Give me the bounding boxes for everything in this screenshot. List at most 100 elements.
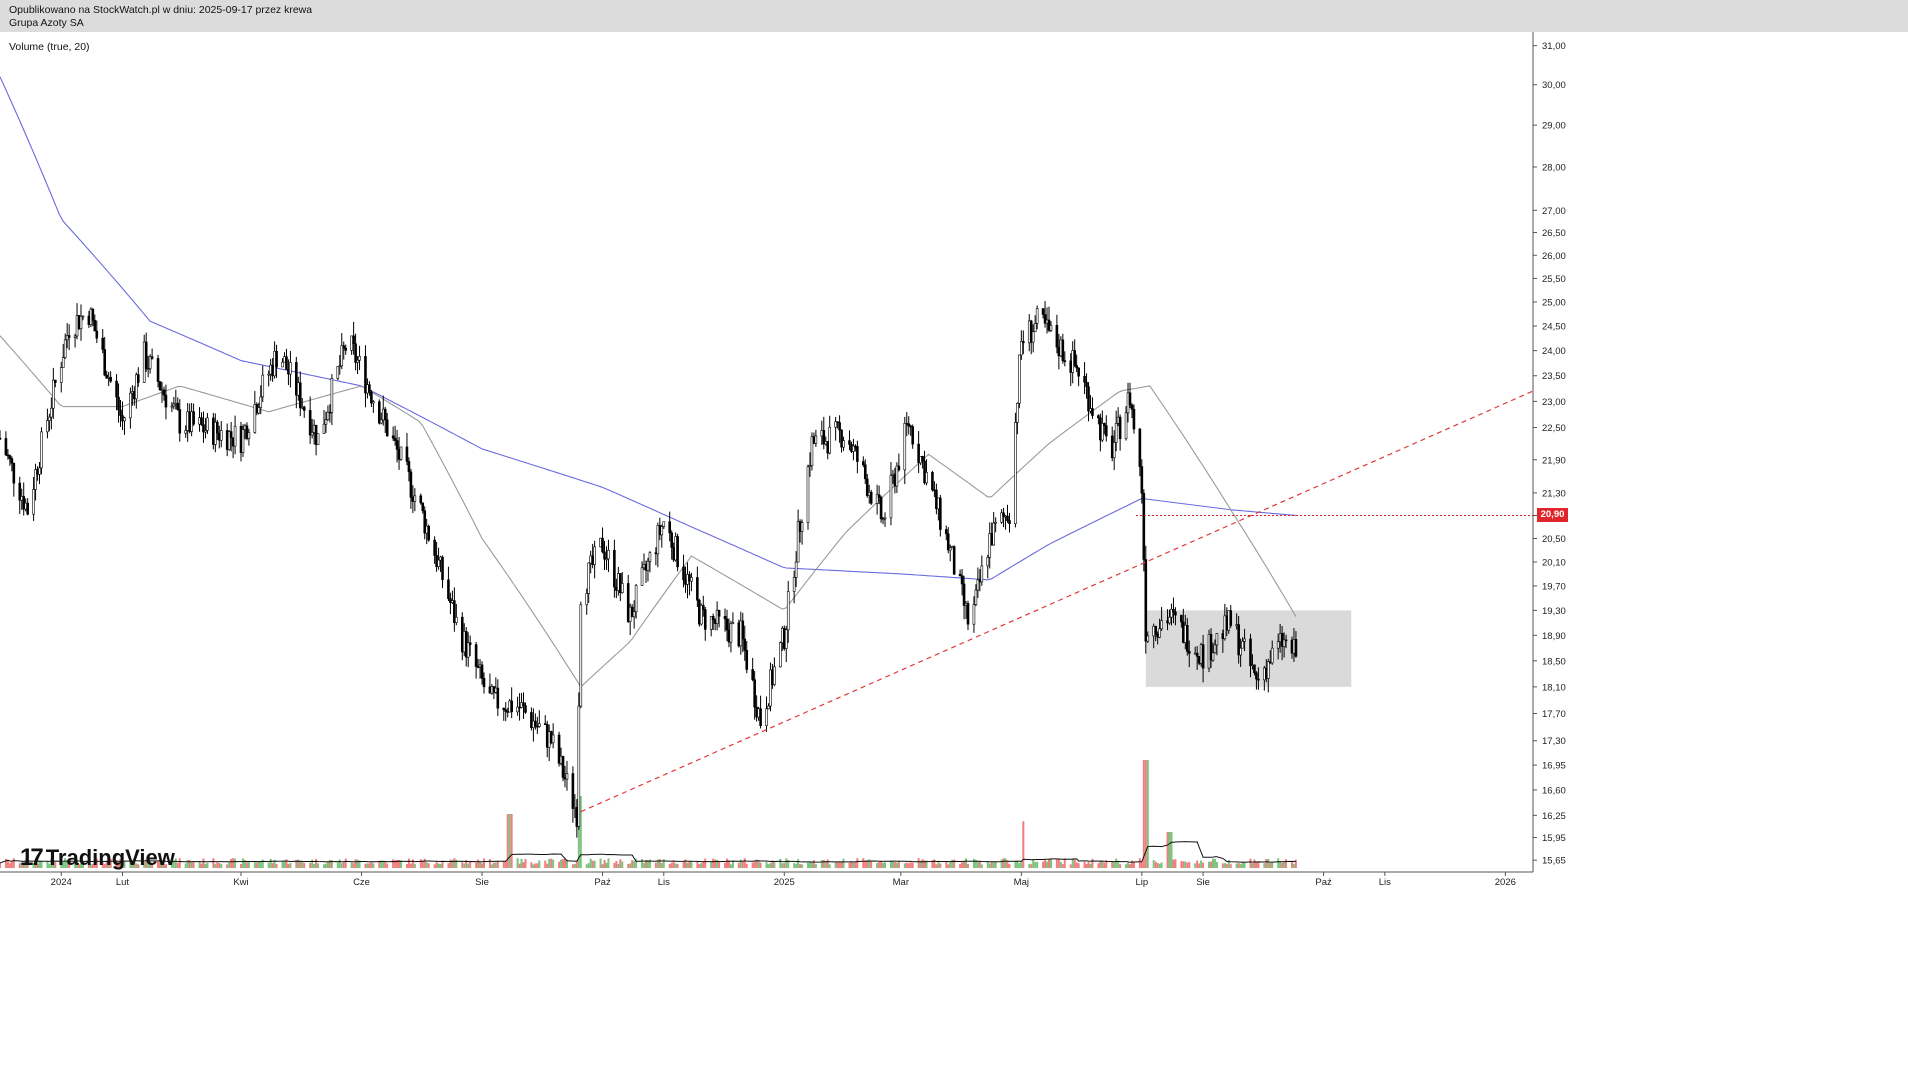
- volume-bar: [1071, 858, 1074, 868]
- time-tick-label: Lut: [116, 877, 130, 888]
- volume-bar: [81, 861, 84, 868]
- volume-bar: [1069, 864, 1072, 868]
- candle-body: [1144, 559, 1148, 642]
- volume-bar: [1115, 858, 1118, 868]
- volume-bar: [1158, 863, 1161, 868]
- candle-body: [385, 419, 389, 437]
- candle-body: [285, 356, 288, 370]
- volume-bar: [1257, 861, 1260, 868]
- candle-body: [117, 396, 120, 411]
- candle-body: [1249, 638, 1252, 667]
- candle-body: [308, 410, 312, 436]
- candle-body: [921, 456, 924, 462]
- candle-body: [848, 440, 851, 445]
- volume-bar: [870, 861, 873, 868]
- candle-body: [725, 618, 729, 631]
- volume-bar: [200, 863, 203, 868]
- volume-bar: [1034, 861, 1037, 868]
- volume-bar: [354, 859, 357, 868]
- candle-body: [63, 339, 67, 358]
- volume-bar: [1271, 862, 1274, 868]
- volume-bar: [668, 863, 671, 868]
- volume-bar: [469, 861, 472, 868]
- volume-bar: [990, 861, 993, 868]
- volume-bar: [317, 863, 320, 868]
- volume-bar: [1063, 858, 1066, 868]
- volume-bar: [856, 858, 859, 868]
- volume-bar: [313, 863, 316, 868]
- volume-bar: [259, 861, 262, 868]
- price-tick-label: 23,50: [1542, 371, 1566, 382]
- volume-bar: [477, 859, 480, 868]
- volume-bar: [1265, 858, 1268, 868]
- candle-body: [409, 471, 413, 498]
- volume-bar: [413, 863, 416, 868]
- candle-body: [295, 362, 298, 396]
- price-axis[interactable]: 31,00 30,00 29,00 28,00 27,00 26,50 26,00 25,50…: [1532, 32, 1566, 872]
- volume-bar: [536, 863, 539, 868]
- volume-bar: [261, 859, 264, 868]
- candle-body: [437, 559, 440, 567]
- candle-body: [1168, 616, 1171, 624]
- volume-bar: [1103, 862, 1106, 868]
- time-axis[interactable]: 2024 Lut Kwi Cze Sie Paź Lis 2025 Mar Maj Lip Sie Pa…: [0, 871, 1533, 888]
- volume-bar: [10, 861, 13, 868]
- candle-body: [281, 361, 284, 368]
- candle-body: [119, 409, 122, 416]
- volume-bar: [988, 863, 991, 868]
- candle-body: [794, 561, 798, 578]
- volume-bar: [135, 863, 138, 868]
- volume-bar: [599, 858, 602, 868]
- candle-body: [358, 356, 361, 361]
- candle-body: [534, 720, 537, 727]
- volume-bar: [1168, 832, 1171, 868]
- candle-body: [1083, 375, 1086, 383]
- volume-bar: [939, 863, 942, 868]
- volume-bar: [488, 859, 491, 868]
- time-tick-label: Maj: [1014, 877, 1029, 888]
- candle-body: [814, 435, 818, 444]
- volume-bar: [615, 860, 618, 868]
- volume-bar: [435, 861, 438, 868]
- short-moving-average: [0, 335, 1297, 688]
- volume-bar: [522, 862, 525, 868]
- volume-bar: [1174, 859, 1177, 868]
- candle-body: [1008, 520, 1011, 525]
- volume-bar: [245, 862, 248, 868]
- volume-bar: [1255, 862, 1258, 868]
- candle-body: [0, 437, 2, 440]
- volume-bar: [862, 858, 865, 868]
- volume-bar: [1196, 860, 1199, 868]
- volume-bar: [160, 863, 163, 868]
- volume-bar: [646, 860, 649, 868]
- candle-body: [1132, 408, 1136, 430]
- volume-bar: [157, 861, 160, 868]
- candle-body: [792, 577, 796, 592]
- candle-body: [26, 502, 29, 515]
- candle-body: [879, 497, 883, 520]
- candle-body: [723, 615, 727, 620]
- candle-body: [352, 335, 355, 345]
- volume-bar: [336, 862, 339, 868]
- candle-body: [73, 335, 77, 338]
- volume-indicator-label[interactable]: Volume (true, 20): [9, 41, 90, 53]
- volume-bar: [159, 859, 162, 868]
- volume-bar: [1004, 858, 1007, 868]
- volume-bar: [718, 861, 721, 868]
- price-tick-label: 20,10: [1542, 557, 1566, 568]
- volume-bar: [704, 858, 707, 868]
- trendline[interactable]: [580, 390, 1534, 813]
- candle-body: [1140, 466, 1144, 494]
- candle-body: [172, 403, 176, 407]
- volume-bar: [123, 860, 126, 868]
- volume-bar: [518, 863, 521, 868]
- volume-bar: [1253, 859, 1256, 868]
- candle-body: [105, 374, 108, 379]
- candle-body: [806, 466, 810, 523]
- volume-bar: [641, 859, 644, 868]
- volume-bar: [893, 862, 896, 868]
- volume-bar: [455, 859, 458, 868]
- candle-body: [399, 446, 403, 460]
- candle-body: [1091, 408, 1094, 416]
